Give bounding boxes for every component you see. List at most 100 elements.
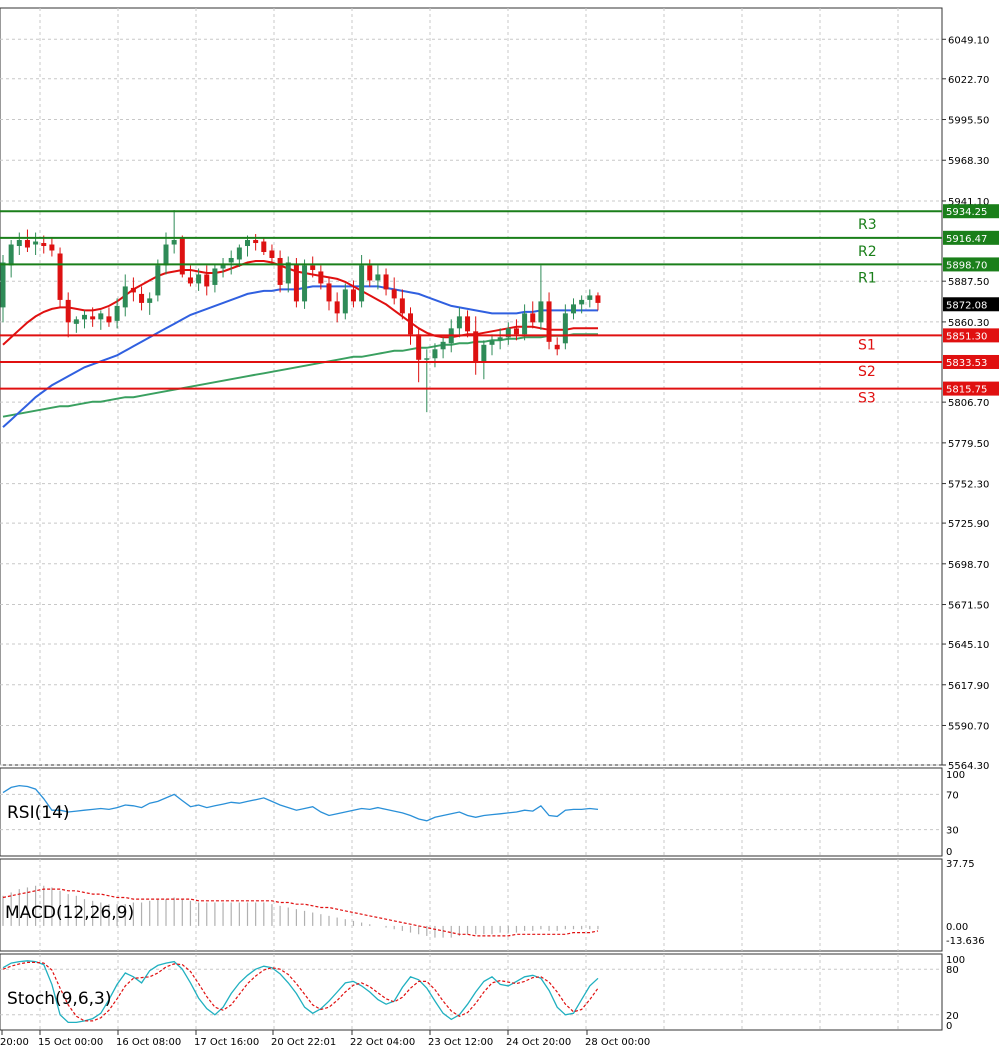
x-axis-tick-label: 20 Oct 22:01 — [271, 1037, 336, 1048]
candle-body — [49, 244, 55, 251]
candle-body — [595, 295, 601, 303]
candle-body — [408, 313, 413, 335]
macd-signal-line — [2, 888, 599, 937]
current-price-badge — [943, 297, 999, 312]
candle-body — [432, 349, 438, 359]
stoch-axis-label: 0 — [946, 1021, 952, 1032]
stoch-axis-label: 20 — [946, 1011, 959, 1022]
candle-body — [253, 240, 259, 244]
candle-body — [367, 265, 373, 281]
rsi-axis-label: 70 — [946, 790, 959, 801]
price-axis-tick-label: 5806.70 — [948, 398, 989, 409]
x-axis-tick-label: 24 Oct 20:00 — [506, 1037, 571, 1048]
macd-axis-label: 37.75 — [946, 859, 975, 870]
rsi-axis-label: 0 — [946, 847, 952, 858]
candle-body — [163, 244, 169, 266]
price-axis-tick-label: 5564.30 — [948, 761, 989, 772]
candle-body — [24, 240, 30, 248]
macd-pane: 37.75 0.00 -13.636 MACD(12,26,9) — [0, 858, 985, 952]
level-name-r3: R3 — [858, 217, 877, 233]
candle-body — [359, 265, 365, 302]
candle-body — [522, 313, 528, 335]
candle-body — [114, 305, 120, 321]
macd-axis-label: -13.636 — [946, 936, 985, 947]
candle-body — [236, 247, 242, 260]
candle-body — [0, 262, 6, 308]
candle-body — [489, 340, 495, 345]
ma-fast-line — [2, 260, 598, 346]
candle-body — [106, 316, 112, 323]
price-axis-tick-label: 5860.30 — [948, 318, 989, 329]
candle-body — [579, 299, 585, 305]
candle-body — [293, 263, 299, 302]
candle-body — [513, 328, 519, 335]
current-price-label: 5872.08 — [946, 300, 987, 311]
price-axis-tick-label: 5941.10 — [948, 197, 989, 208]
candle-body — [473, 331, 479, 362]
level-name-s1: S1 — [858, 337, 876, 353]
candle-body — [334, 301, 340, 314]
level-price-label-s3: 5815.75 — [946, 385, 987, 396]
level-price-label-r2: 5916.47 — [946, 234, 987, 245]
price-axis-tick-label: 5779.50 — [948, 439, 989, 450]
candle-body — [57, 253, 63, 300]
candle-body — [546, 301, 552, 342]
candle-body — [90, 316, 96, 320]
candle-body — [342, 289, 348, 314]
candle-body — [8, 244, 14, 266]
candle-body — [302, 265, 308, 302]
candle-body — [285, 262, 291, 284]
candle-body — [416, 334, 422, 360]
price-axis-tick-label: 5671.50 — [948, 601, 989, 612]
candle-body — [456, 316, 462, 329]
candle-body — [399, 298, 405, 314]
rsi-line — [2, 784, 599, 822]
stoch-signal-line — [2, 961, 599, 1022]
candle-body — [98, 313, 104, 320]
x-axis-tick-label: 16 Oct 08:00 — [116, 1037, 181, 1048]
candle-body — [497, 337, 503, 341]
price-axis-tick-label: 5752.30 — [948, 480, 989, 491]
candle-body — [204, 274, 210, 287]
candle-body — [277, 257, 283, 285]
candle-body — [587, 295, 593, 300]
x-axis-tick-label: 22 Oct 04:00 — [350, 1037, 415, 1048]
candle-body — [391, 289, 397, 299]
candle-body — [245, 240, 250, 247]
candle-body — [350, 289, 356, 302]
level-name-s3: S3 — [858, 391, 876, 407]
candle-body — [139, 293, 145, 303]
price-axis-tick-label: 5725.90 — [948, 519, 989, 530]
x-axis-tick-label: 15 Oct 00:00 — [38, 1037, 103, 1048]
candle-body — [65, 299, 71, 323]
candle-body — [196, 274, 202, 284]
x-axis-tick-label: 28 Oct 00:00 — [585, 1037, 650, 1048]
candle-body — [73, 319, 79, 324]
rsi-label: RSI(14) — [7, 803, 70, 823]
stoch-main-line — [2, 960, 599, 1024]
level-price-label-r1: 5898.70 — [946, 260, 987, 271]
candle-body — [318, 271, 324, 284]
candle-body — [562, 313, 568, 344]
rsi-axis-label: 100 — [946, 770, 965, 781]
candle-body — [122, 286, 128, 308]
stoch-axis-label: 80 — [946, 965, 959, 976]
stoch-pane-frame — [0, 953, 943, 1031]
candle-body — [171, 240, 177, 245]
candle-body — [147, 298, 153, 303]
candle-body — [179, 238, 185, 275]
candle-body — [33, 241, 39, 245]
price-axis-tick-label: 6022.70 — [948, 75, 989, 86]
price-axis-tick-label: 5887.50 — [948, 277, 989, 288]
price-axis-tick-label: 5645.10 — [948, 640, 989, 651]
candle-body — [269, 250, 275, 258]
level-price-badge-s1 — [943, 328, 999, 343]
x-axis-tick-label: 17 Oct 16:00 — [194, 1037, 259, 1048]
macd-label: MACD(12,26,9) — [5, 903, 134, 923]
level-price-badge-s3 — [943, 381, 999, 396]
candle-body — [440, 341, 446, 350]
rsi-axis-label: 30 — [946, 826, 959, 837]
price-axis-tick-label: 5968.30 — [948, 156, 989, 167]
